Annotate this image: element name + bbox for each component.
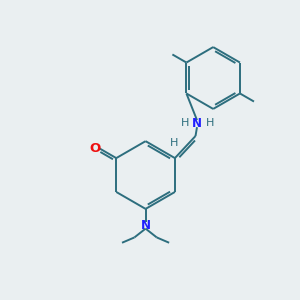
- Text: O: O: [90, 142, 101, 155]
- Text: N: N: [192, 117, 202, 130]
- Text: H: H: [206, 118, 214, 128]
- Text: N: N: [141, 219, 151, 232]
- Text: H: H: [170, 138, 178, 148]
- Text: H: H: [180, 118, 189, 128]
